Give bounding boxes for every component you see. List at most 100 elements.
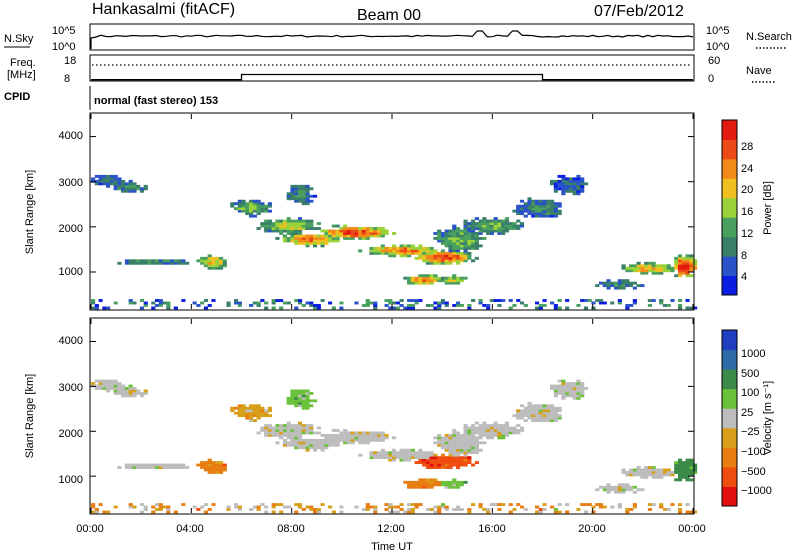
power-cell [328,239,333,243]
velocity-cell [493,433,498,437]
velocity-cell [534,404,540,408]
velocity-cell [343,433,348,437]
velocity-cell [422,453,427,457]
power-cell [429,251,434,255]
power-cell [508,299,513,302]
velocity-cell [414,480,419,484]
velocity-cell [147,466,152,469]
velocity-cell [681,466,686,469]
power-cell [106,174,111,178]
velocity-cell [459,443,464,447]
velocity-cell [550,419,555,423]
power-cell [346,227,352,230]
power-cell [294,241,299,245]
velocity-cell [158,505,163,509]
power-cell [350,229,355,233]
velocity-cell [279,436,284,440]
velocity-cell [358,431,363,435]
power-cell [132,261,137,265]
power-cell [538,202,543,206]
velocity-cell [290,441,295,445]
velocity-cell [335,441,340,445]
velocity-cell [519,429,525,432]
velocity-cell [369,431,374,435]
velocity-cell [376,433,382,437]
power-cell [482,217,487,221]
power-cell [154,299,160,302]
velocity-cell [433,510,438,514]
power-cell [493,229,498,233]
power-cell [497,304,502,307]
power-cell [553,306,558,310]
velocity-cell [576,382,581,385]
power-cell [463,239,468,243]
velocity-cell [523,411,528,415]
velocity-cell [113,387,118,390]
power-cell [301,234,306,238]
velocity-cell [256,406,261,410]
power-cell [211,256,216,260]
velocity-cell [523,419,528,423]
velocity-cell [286,401,291,405]
power-cell [640,271,645,275]
colorbar-segment [722,388,737,409]
velocity-cell [297,426,303,430]
power-cell [380,229,385,233]
power-cell [444,276,449,280]
power-cell [531,214,536,218]
velocity-cell [452,458,457,462]
velocity-cell [448,466,453,469]
velocity-cell [297,436,303,440]
velocity-cell [425,461,431,465]
velocity-cell [286,396,291,400]
power-cell [429,281,434,285]
velocity-cell [418,480,423,484]
velocity-cell [418,453,423,457]
power-cell [542,199,547,203]
velocity-cell [373,508,378,511]
power-cell [354,227,359,230]
power-cell [369,232,374,235]
power-cell [290,219,295,223]
velocity-cell [651,466,656,469]
velocity-cell [437,438,442,442]
power-cell [358,227,363,230]
power-cell [493,219,498,223]
velocity-cell [98,382,103,385]
velocity-cell [459,451,464,455]
power-cell [102,174,107,178]
velocity-cell [647,468,653,472]
power-colorbar-frame [721,119,738,296]
velocity-cell [455,505,461,509]
velocity-cell [290,401,295,405]
power-cell [128,182,133,186]
velocity-cell [109,387,114,390]
velocity-cell [328,441,333,445]
colorbar-segment [722,217,737,238]
power-cell [677,299,683,302]
power-cell [418,276,423,280]
velocity-cell [106,387,111,390]
power-cell [433,306,438,310]
power-cell [534,202,540,206]
power-cell [508,306,513,310]
power-cell [508,222,513,225]
velocity-cell [557,409,562,413]
velocity-cell [429,485,434,489]
velocity-cell [343,429,348,432]
power-cell [237,199,242,203]
power-cell [467,306,472,310]
power-cell [629,304,634,307]
power-cell [463,254,468,258]
power-cell [245,202,250,206]
velocity-cell [655,473,660,477]
velocity-cell [595,488,600,492]
velocity-cell [572,394,577,398]
power-cell [294,199,299,203]
power-cell [309,194,314,198]
velocity-cell [497,426,502,430]
power-cell [482,304,487,307]
power-cell [433,259,438,263]
velocity-cell [211,463,216,467]
power-cell [425,254,431,258]
